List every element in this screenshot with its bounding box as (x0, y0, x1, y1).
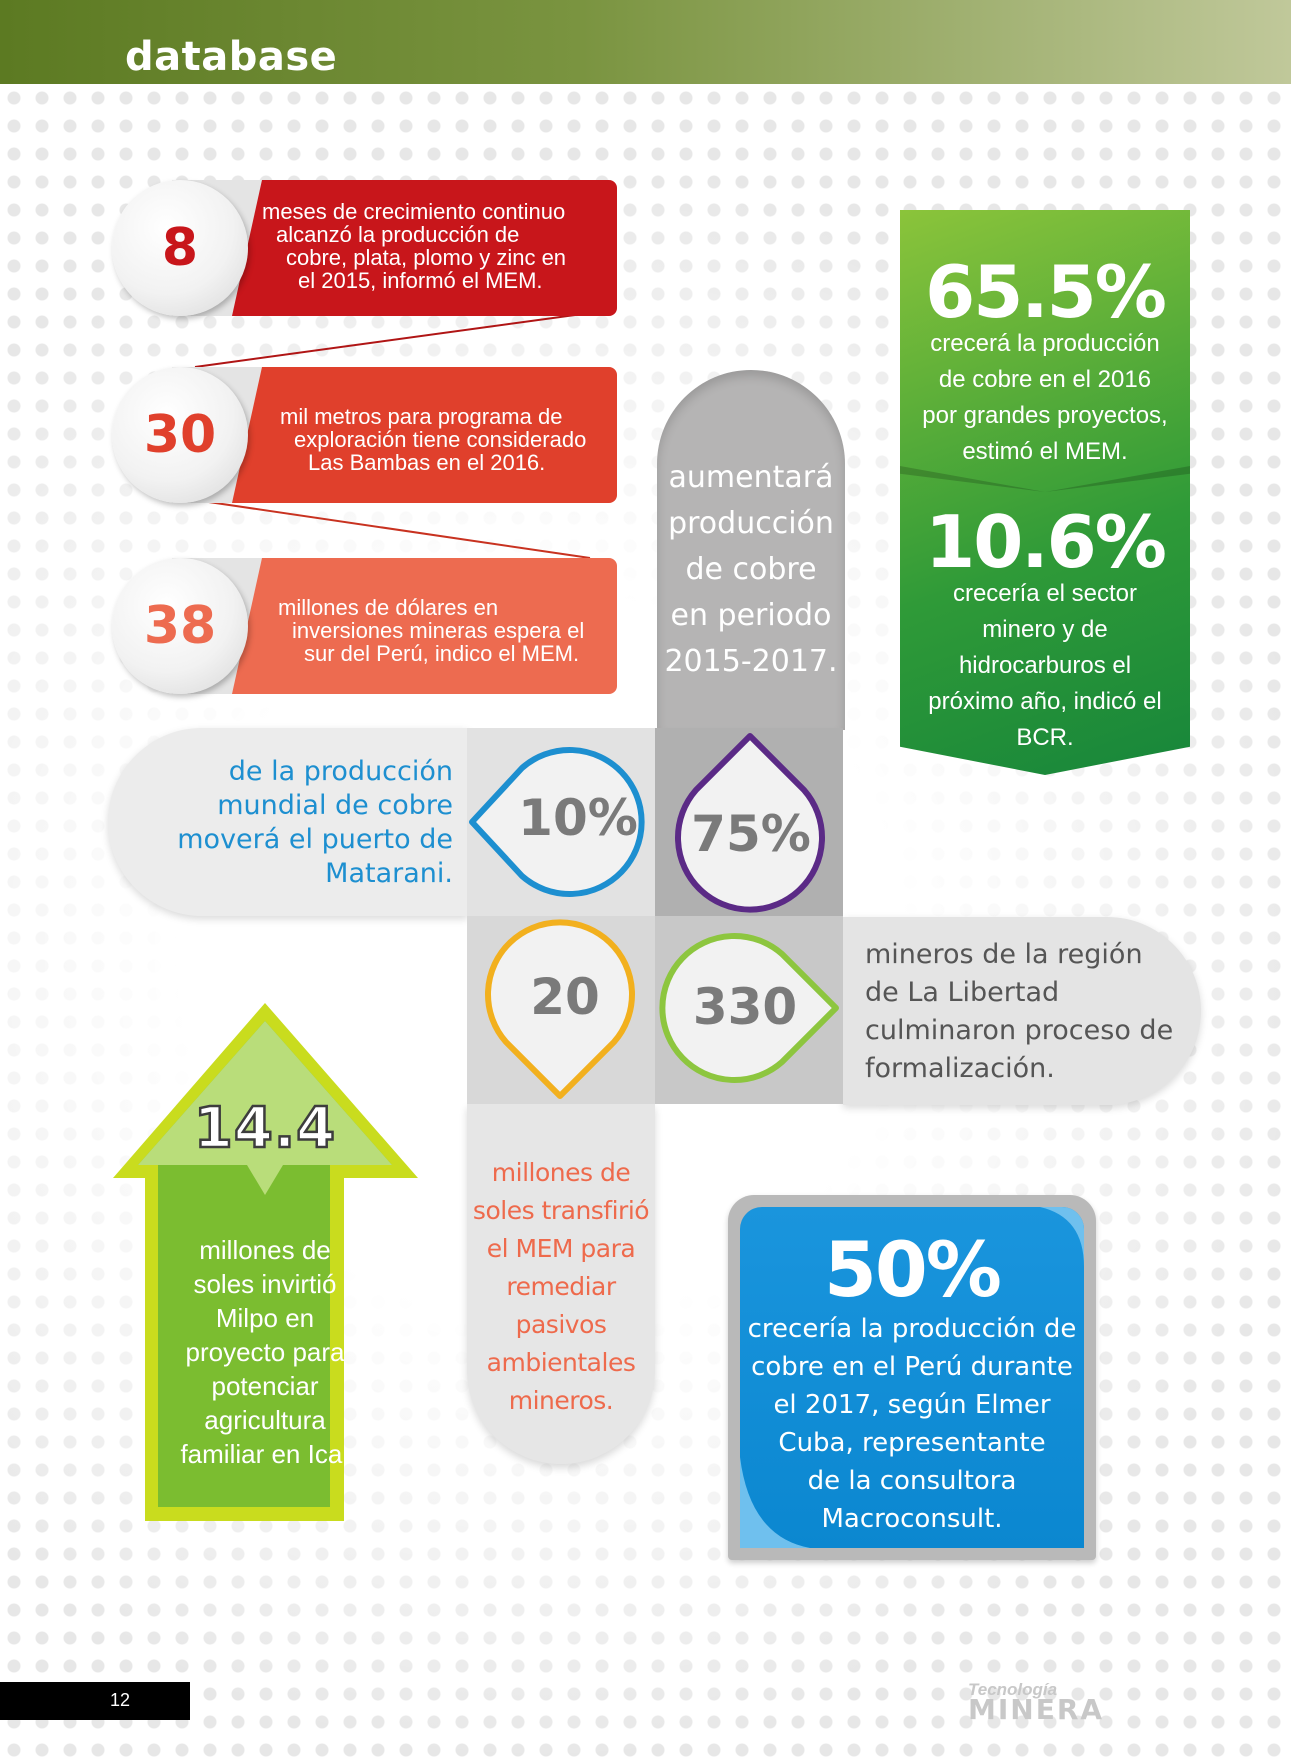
ribbon-number: 8 (112, 180, 248, 316)
brand-logo-top: Tecnología (968, 1680, 1058, 1699)
stat-65-5-text: crecerá la producción de cobre en el 201… (922, 330, 1168, 465)
ribbon-stat-8: 8 meses de crecimiento continuo alcanzó … (112, 180, 617, 316)
blue-box-text: crecería la producción de cobre en el Pe… (747, 1314, 1077, 1534)
top-pill-text: aumentará producción de cobre en periodo… (664, 460, 838, 679)
value-20: 20 (530, 968, 600, 1026)
stat-10-6-text: crecería el sector minero y de hidrocarb… (928, 580, 1162, 751)
left-pill-text: de la producción mundial de cobre moverá… (177, 756, 453, 889)
green-arrow (113, 1003, 418, 1521)
right-gray-pill (843, 917, 1201, 1105)
stat-10-6: 10.6% (925, 500, 1167, 584)
left-gray-pill (108, 728, 468, 916)
ribbon-text: meses de crecimiento continuo alcanzó la… (262, 199, 567, 293)
stat-50-percent: 50% (824, 1225, 1002, 1314)
arrow-text: millones de soles invirtió Milpo en proy… (180, 1235, 350, 1469)
stat-65-5: 65.5% (925, 250, 1167, 334)
ribbon-text: mil metros para programa de exploración … (280, 404, 587, 475)
page-number: 12 (110, 1690, 131, 1710)
section-title: database (125, 34, 338, 80)
ribbon-band (187, 180, 617, 316)
drop-marker-75 (675, 733, 825, 913)
page-number-bar (0, 1682, 190, 1720)
stat-14-4: 14.4 (193, 1095, 337, 1163)
green-stat-box: 65.5% crecerá la producción de cobre en … (900, 210, 1190, 775)
bottom-pill-text: millones de soles transfirió el MEM para… (472, 1158, 650, 1415)
value-10-percent: 10% (518, 789, 638, 847)
ribbon-stat-38: 38 millones de dólares en inversiones mi… (112, 558, 617, 694)
bottom-gray-pill (467, 1104, 655, 1464)
drop-marker-330 (659, 933, 839, 1083)
drop-marker-20 (485, 919, 635, 1099)
right-pill-text: mineros de la región de La Libertad culm… (865, 939, 1174, 1084)
blue-stat-box (740, 1207, 1084, 1548)
header-bar: database (0, 0, 1291, 84)
value-75-percent: 75% (691, 805, 811, 863)
blue-box-shine (740, 1207, 1084, 1548)
ribbon-stat-30: 30 mil metros para programa de exploraci… (112, 367, 617, 503)
ribbon-band (187, 558, 617, 694)
drop-marker-10 (469, 747, 645, 897)
ribbon-number: 30 (112, 367, 248, 503)
top-gray-pill (657, 370, 845, 730)
ribbon-text: millones de dólares en inversiones miner… (278, 595, 585, 666)
ribbon-band (187, 367, 617, 503)
ribbon-number: 38 (112, 558, 248, 694)
value-330: 330 (692, 978, 798, 1036)
brand-logo-bottom: MINERA (968, 1693, 1105, 1726)
